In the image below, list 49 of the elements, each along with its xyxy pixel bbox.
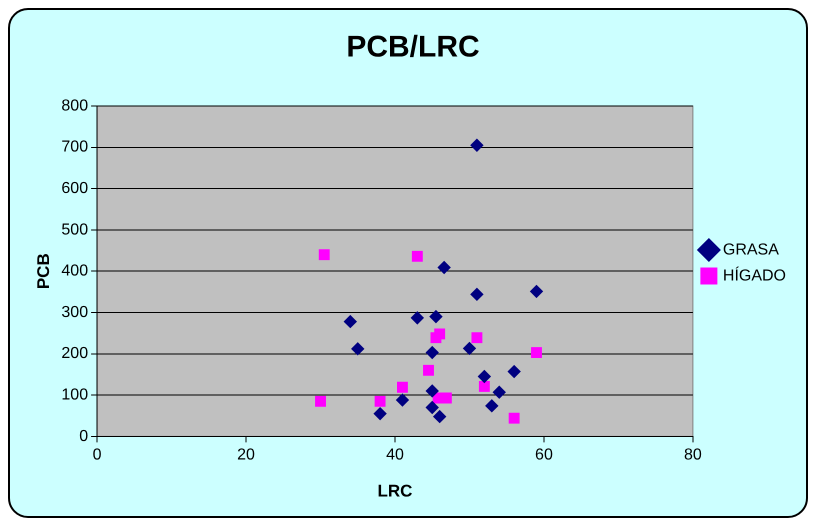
point [396,394,409,407]
point [478,370,491,384]
point [471,332,482,344]
y-tick-label: 300 [61,304,88,321]
point [410,311,424,324]
x-tick-label: 20 [237,446,256,464]
legend-label: HÍGADO [722,266,786,284]
y-tick-label: 700 [61,138,88,156]
point [470,288,484,301]
point [374,396,386,407]
chart-title: PCB/LRC [346,30,480,64]
point [351,342,364,356]
x-tick-label: 80 [684,446,702,464]
y-tick-label: 600 [61,180,88,198]
point [426,400,439,414]
point [434,328,446,340]
point [478,380,490,392]
point [485,399,498,412]
y-tick-label: 400 [61,262,88,280]
point [426,346,439,360]
point [429,310,442,324]
point [508,365,521,378]
y-tick-label: 500 [61,221,88,238]
point [492,386,506,399]
x-tick-label: 0 [92,446,102,464]
point [318,249,330,260]
point [531,347,542,358]
point [470,138,484,152]
y-tick-label: 100 [61,386,88,404]
point [462,342,476,355]
point [396,382,408,393]
x-tick-label: 40 [386,446,404,464]
point [423,364,434,376]
point [508,412,520,424]
y-tick-label: 0 [79,428,88,445]
x-axis-title: LRC [378,481,412,500]
point [426,384,439,398]
point [374,407,387,420]
y-axis-title: PCB [34,253,53,290]
point [315,396,326,407]
point [438,260,451,274]
y-tick-label: 200 [61,345,88,362]
y-tick-label: 800 [61,97,88,114]
x-tick-label: 60 [535,446,553,464]
point [433,410,446,424]
point [344,315,357,328]
legend-label: GRASA [722,241,780,258]
point [412,250,423,262]
point [530,284,543,298]
